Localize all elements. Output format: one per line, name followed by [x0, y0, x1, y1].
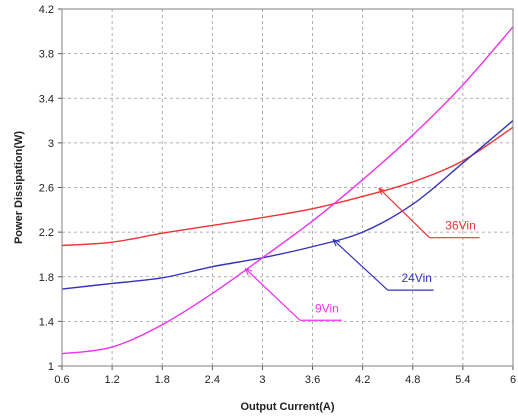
- annotation-arrow-9vin: [246, 269, 301, 321]
- y-tick-label: 3: [48, 138, 54, 150]
- x-tick-label: 0.6: [54, 374, 69, 386]
- y-axis-title: Power Dissipation(W): [13, 131, 25, 244]
- x-tick-label: 4.2: [355, 374, 370, 386]
- series-line-24vin: [61, 120, 514, 290]
- series-line-9vin: [61, 26, 514, 355]
- y-tick-label: 3.4: [39, 93, 54, 105]
- x-tick-label: 2.4: [205, 374, 220, 386]
- y-tick-label: 1.8: [39, 272, 54, 284]
- series-line-36vin: [61, 126, 514, 247]
- y-tick-label: 2.2: [39, 227, 54, 239]
- axes: 0.6 1.2 1.8 2.4 3 3.6 4.2 4.8 5.4 6 1 1.4 1.8 2.2 2.6 3…: [39, 4, 516, 386]
- y-tick-label: 1: [48, 361, 54, 373]
- y-tick-label: 1.4: [39, 316, 54, 328]
- annotation-arrow-24vin: [333, 240, 389, 291]
- grid: [62, 9, 513, 366]
- x-tick-label: 6: [510, 374, 516, 386]
- x-axis-title: Output Current(A): [240, 401, 334, 413]
- plot-frame: [61, 8, 514, 367]
- y-tick-label: 4.2: [39, 4, 54, 16]
- x-tick-label: 5.4: [455, 374, 470, 386]
- annotations: 36Vin 24Vin 9Vin: [246, 189, 480, 321]
- series-layer: [61, 26, 514, 355]
- annotation-label-24vin: 24Vin: [401, 271, 431, 285]
- annotation-label-9vin: 9Vin: [315, 301, 339, 315]
- x-tick-label: 1.2: [104, 374, 119, 386]
- annotation-label-36vin: 36Vin: [445, 219, 475, 233]
- annotation-arrow-36vin: [379, 189, 430, 239]
- y-tick-label: 2.6: [39, 183, 54, 195]
- x-tick-label: 3.6: [305, 374, 320, 386]
- x-tick-label: 3: [259, 374, 265, 386]
- x-tick-label: 4.8: [405, 374, 420, 386]
- x-tick-label: 1.8: [155, 374, 170, 386]
- y-tick-label: 3.8: [39, 49, 54, 61]
